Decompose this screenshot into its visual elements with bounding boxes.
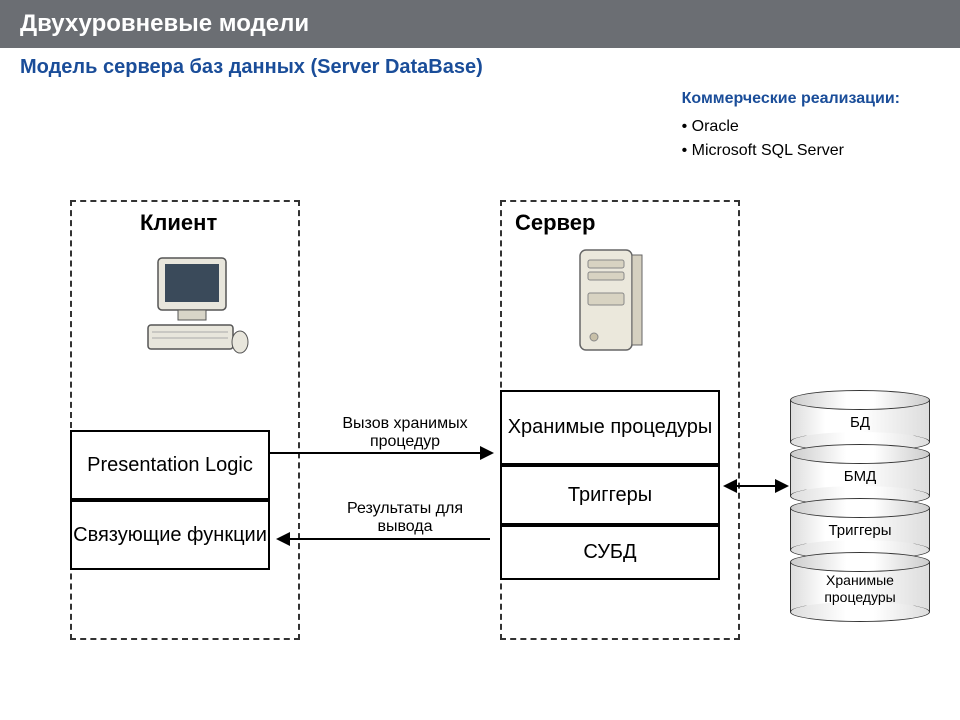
presentation-logic-box: Presentation Logic bbox=[70, 430, 270, 500]
db-layer-bmd: БМД bbox=[790, 454, 930, 496]
triggers-box: Триггеры bbox=[500, 465, 720, 525]
server-label: Сервер bbox=[515, 210, 595, 236]
subtitle: Модель сервера баз данных (Server DataBa… bbox=[0, 48, 960, 87]
commercial-item: • Microsoft SQL Server bbox=[682, 142, 900, 160]
page-title: Двухуровневые модели bbox=[20, 10, 309, 37]
db-arrow bbox=[735, 485, 777, 487]
header-bar: Двухуровневые модели bbox=[0, 0, 960, 48]
result-arrow bbox=[290, 538, 490, 540]
call-arrow-label: Вызов хранимых процедур bbox=[320, 415, 490, 451]
result-arrow-head bbox=[276, 532, 290, 546]
commercial-title: Коммерческие реализации: bbox=[682, 90, 900, 108]
db-layer-triggers: Триггеры bbox=[790, 508, 930, 550]
db-arrow-head-r bbox=[775, 479, 789, 493]
result-arrow-label: Результаты для вывода bbox=[330, 500, 480, 536]
call-arrow bbox=[270, 452, 480, 454]
architecture-diagram: Клиент Presentation Logic Связующие функ… bbox=[40, 200, 940, 670]
commercial-block: Коммерческие реализации: • Oracle • Micr… bbox=[682, 90, 900, 166]
db-layer-stored-proc: Хранимые процедуры bbox=[790, 562, 930, 612]
computer-icon bbox=[140, 250, 250, 365]
commercial-item: • Oracle bbox=[682, 118, 900, 136]
stored-procedures-box: Хранимые процедуры bbox=[500, 390, 720, 465]
server-icon bbox=[570, 245, 650, 365]
client-label: Клиент bbox=[140, 210, 217, 236]
binding-functions-box: Связующие функции bbox=[70, 500, 270, 570]
db-layer-bd: БД bbox=[790, 400, 930, 442]
db-arrow-head-l bbox=[723, 479, 737, 493]
dbms-box: СУБД bbox=[500, 525, 720, 580]
